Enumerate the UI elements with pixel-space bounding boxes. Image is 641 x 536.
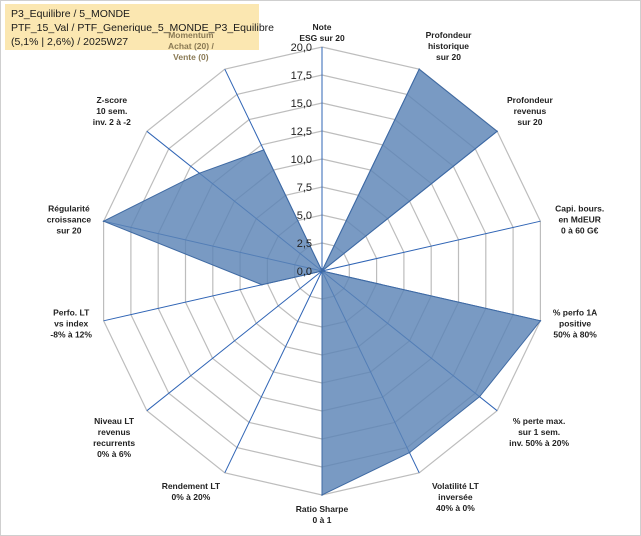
category-label-line: historique	[428, 41, 469, 51]
tick-label: 12,5	[291, 126, 312, 138]
series-point	[261, 283, 263, 286]
category-label-line: Rendement LT	[162, 481, 221, 491]
info-line-ptf: PTF_15_Val / PTF_Generique_5_MONDE_P3_Eq…	[11, 22, 275, 34]
category-label: Niveau LT revenus recurrents 0% à 6%	[93, 416, 135, 459]
category-label: % perte max. sur 1 sem. inv. 50% à 20%	[509, 416, 569, 448]
category-label: Volatilité LT inversée 40% à 0%	[432, 481, 480, 513]
category-label-line: sur 20	[517, 117, 542, 127]
category-label-line: en MdEUR	[558, 214, 601, 224]
series-point	[102, 220, 105, 222]
category-label: % perfo 1A positive 50% à 80%	[553, 308, 597, 340]
category-label-line: Capi. bours.	[555, 203, 604, 213]
category-label-line: 0% à 6%	[97, 449, 131, 459]
category-label-line: 0 à 1	[313, 515, 332, 525]
category-label-line: Profondeur	[426, 30, 472, 40]
category-label-line: revenus	[514, 106, 547, 116]
category-label: Ratio Sharpe 0 à 1	[296, 504, 349, 525]
tick-label: 2,5	[297, 238, 312, 250]
category-label: Note ESG sur 20	[299, 22, 345, 43]
radar-spoke	[224, 270, 323, 474]
series-point	[321, 494, 323, 496]
category-label-line: ESG sur 20	[299, 33, 345, 43]
category-label: Profondeur revenus sur 20	[507, 95, 553, 127]
category-label-line: Momentum	[168, 30, 214, 40]
category-label-line: inv. 2 à -2	[93, 117, 131, 127]
category-label-line: 0% à 20%	[172, 492, 211, 502]
category-label-line: 40% à 0%	[436, 503, 475, 513]
category-label-line: inversée	[438, 492, 473, 502]
category-label-line: 10 sem.	[96, 106, 127, 116]
series-area	[102, 68, 542, 496]
tick-label: 15,0	[291, 98, 312, 110]
category-label-line: sur 20	[56, 225, 81, 235]
series-point	[198, 172, 201, 174]
category-label-line: Ratio Sharpe	[296, 504, 349, 514]
category-label-line: Achat (20) /	[168, 41, 214, 51]
tick-label: 20,0	[291, 42, 312, 54]
category-label-line: -8% à 12%	[50, 330, 92, 340]
category-label-line: Z-score	[96, 95, 127, 105]
category-label: Profondeur historique sur 20	[426, 30, 472, 62]
category-label-line: Profondeur	[507, 95, 553, 105]
category-label-line: inv. 50% à 20%	[509, 438, 569, 448]
category-label-line: Volatilité LT	[432, 481, 480, 491]
category-label-line: Niveau LT	[94, 416, 135, 426]
tick-label: 17,5	[291, 70, 312, 82]
category-label-line: Note	[313, 22, 332, 32]
radar-series	[102, 68, 542, 496]
category-label-line: Perfo. LT	[53, 308, 90, 318]
series-point	[418, 68, 421, 70]
tick-label: 0,0	[297, 266, 312, 278]
radar-tick-labels: 0,0 2,5 5,0 7,5 10,0 12,5 15,0 17,5 20,0	[291, 42, 312, 278]
tick-label: 10,0	[291, 154, 312, 166]
series-point	[496, 130, 498, 133]
category-label: Capi. bours. en MdEUR 0 à 60 G€	[555, 203, 604, 235]
radar-category-labels: Note ESG sur 20 Profondeur historique sur 20…	[47, 22, 605, 525]
category-label-line: vs index	[54, 319, 88, 329]
category-label-line: 0 à 60 G€	[561, 225, 599, 235]
category-label-line: % perte max.	[513, 416, 565, 426]
category-label-line: revenus	[98, 427, 131, 437]
category-label-line: croissance	[47, 214, 92, 224]
info-line-portfolio: P3_Equilibre / 5_MONDE	[11, 8, 131, 20]
category-label-line: 50% à 80%	[553, 330, 597, 340]
portfolio-info-box: P3_Equilibre / 5_MONDE PTF_15_Val / PTF_…	[5, 4, 275, 50]
series-point	[539, 320, 542, 322]
category-label-line: % perfo 1A	[553, 308, 597, 318]
series-point	[478, 395, 481, 398]
category-label: Régularité croissance sur 20	[47, 203, 92, 235]
category-label: Z-score 10 sem. inv. 2 à -2	[93, 95, 131, 127]
category-label-line: positive	[559, 319, 591, 329]
category-label-line: recurrents	[93, 438, 135, 448]
category-label-line: sur 20	[436, 52, 461, 62]
tick-label: 5,0	[297, 210, 312, 222]
series-point	[321, 270, 323, 272]
category-label: Perfo. LT vs index -8% à 12%	[50, 308, 92, 340]
category-label-line: sur 1 sem.	[518, 427, 560, 437]
radar-spoke	[321, 220, 541, 272]
category-label: Rendement LT 0% à 20%	[162, 481, 221, 502]
series-point	[262, 149, 265, 151]
category-label-line: Régularité	[48, 203, 90, 213]
category-label: Momentum Achat (20) / Vente (0)	[168, 30, 214, 62]
tick-label: 7,5	[297, 182, 312, 194]
category-label-line: Vente (0)	[173, 52, 209, 62]
series-point	[408, 451, 411, 454]
radar-spoke	[146, 270, 323, 412]
info-line-stats: (5,1% | 2,6%) / 2025W27	[11, 36, 129, 48]
